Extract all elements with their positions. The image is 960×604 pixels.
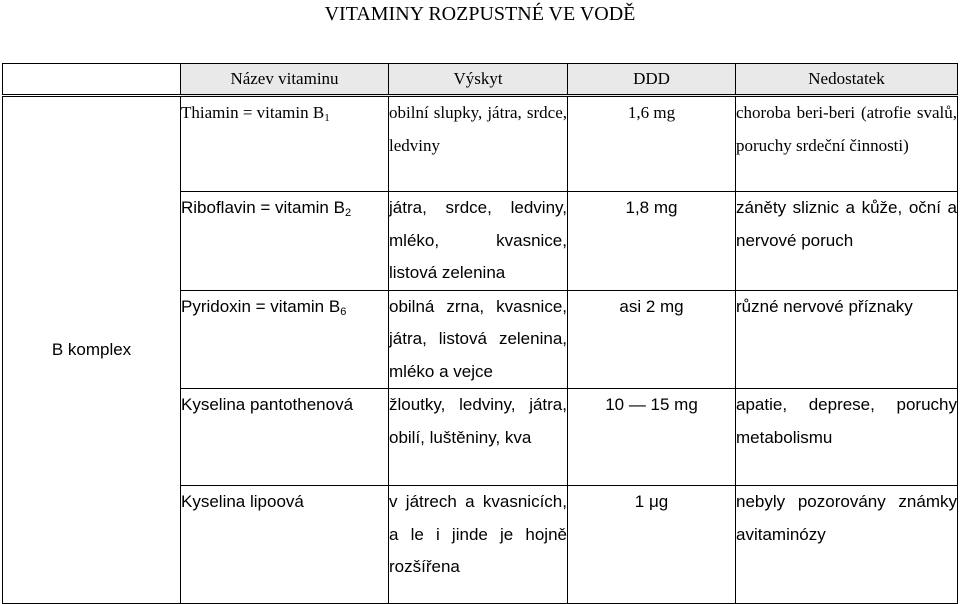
header-deficiency: Nedostatek [735, 63, 958, 97]
vitamin-source: obilná zrna, kvasnice, játra, listová ze… [388, 289, 568, 389]
vitamin-source: játra, srdce, ledviny, mléko, kvasnice, … [388, 191, 568, 291]
vitamins-table: Název vitaminu Výskyt DDD Nedostatek B k… [2, 63, 958, 604]
vitamin-dose: 1,6 mg [567, 95, 736, 192]
vitamin-name: Kyselina lipoová [180, 485, 389, 604]
vitamin-deficiency: různé nervové příznaky [735, 289, 958, 389]
header-blank-cell [2, 63, 181, 97]
vitamin-deficiency: apatie, deprese, poruchy metabolismu [735, 388, 958, 486]
vitamin-deficiency: choroba beri-beri (atrofie svalů, poruch… [735, 95, 958, 192]
table-header-row: Název vitaminu Výskyt DDD Nedostatek [2, 63, 958, 97]
vitamin-deficiency: nebyly pozorovány známky avitaminózy [735, 485, 958, 604]
header-dose: DDD [567, 63, 736, 97]
table-row: Kyselina lipoová v játrech a kvasnicích,… [3, 485, 958, 604]
table-row: Riboflavin = vitamin B2 játra, srdce, le… [3, 191, 958, 291]
page-title: VITAMINY ROZPUSTNÉ VE VODĚ [324, 3, 636, 25]
header-source: Výskyt [388, 63, 568, 97]
header-name: Název vitaminu [180, 63, 389, 97]
table-row: B komplex Thiamin = vitamin B1 obilní sl… [2, 95, 958, 604]
vitamin-name: Kyselina pantothenová [180, 388, 389, 486]
vitamin-source: v játrech a kvasnicích, a le i jinde je … [388, 485, 568, 604]
vitamin-dose: 1 μg [567, 485, 736, 604]
vitamin-dose: asi 2 mg [567, 289, 736, 389]
vitamin-name: Riboflavin = vitamin B2 [180, 191, 389, 291]
group-label: B komplex [2, 95, 181, 604]
vitamin-name: Pyridoxin = vitamin B6 [180, 289, 389, 389]
vitamin-source: žloutky, ledviny, játra, obilí, luštěnin… [388, 388, 568, 486]
vitamin-name: Thiamin = vitamin B1 [180, 95, 389, 192]
table-row: Pyridoxin = vitamin B6 obilná zrna, kvas… [3, 289, 958, 389]
vitamin-dose: 1,8 mg [567, 191, 736, 291]
vitamin-dose: 10 — 15 mg [567, 388, 736, 486]
vitamin-source: obilní slupky, játra, srdce, ledviny [388, 95, 568, 192]
table-row: Kyselina pantothenová žloutky, ledviny, … [3, 388, 958, 486]
vitamin-deficiency: záněty sliznic a kůže, oční a nervové po… [735, 191, 958, 291]
